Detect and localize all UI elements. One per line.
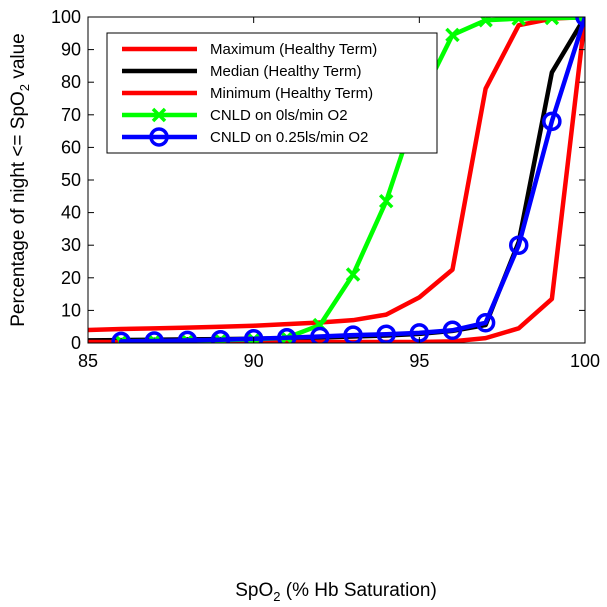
x-axis-title: SpO2 (% Hb Saturation)	[235, 580, 437, 604]
legend-entry-4: CNLD on 0.25ls/min O2	[122, 127, 368, 147]
legend-label: CNLD on 0ls/min O2	[210, 107, 348, 124]
data-point	[478, 17, 493, 28]
series-0	[88, 17, 585, 333]
x-tick-label: 100	[570, 351, 600, 371]
legend-marker	[151, 107, 167, 123]
legend-entry-3: CNLD on 0ls/min O2	[122, 107, 348, 124]
data-point	[577, 17, 585, 25]
x-tick-label: 85	[78, 351, 98, 371]
legend-label: Median (Healthy Term)	[210, 63, 361, 80]
data-point	[177, 330, 198, 343]
y-tick-label: 30	[61, 235, 81, 255]
data-point	[345, 267, 361, 282]
axis-title-part: SpO	[8, 91, 29, 129]
legend: Maximum (Healthy Term) Median (Healthy Te…	[106, 32, 438, 154]
axis-title-part: SpO	[235, 580, 273, 601]
data-point	[475, 313, 496, 333]
data-point	[277, 328, 297, 343]
legend-label: CNLD on 0.25ls/min O2	[210, 129, 368, 146]
axis-title-part: value	[8, 33, 29, 84]
y-tick-label: 50	[61, 170, 81, 190]
axis-title-part: Percentage of night <=	[8, 129, 29, 327]
legend-entry-0: Maximum (Healthy Term)	[122, 41, 377, 58]
y-tick-label: 20	[61, 268, 81, 288]
y-tick-label: 10	[61, 300, 81, 320]
series-line-0	[88, 17, 585, 333]
y-tick-label: 90	[61, 40, 81, 60]
y-tick-label: 60	[61, 137, 81, 157]
data-point	[310, 326, 330, 343]
data-point	[376, 324, 396, 343]
data-point	[442, 320, 463, 341]
y-axis-title: Percentage of night <= SpO2 value	[8, 33, 32, 327]
y-tick-label: 70	[61, 105, 81, 125]
data-point	[511, 17, 526, 26]
legend-entry-1: Median (Healthy Term)	[122, 63, 361, 80]
data-point	[210, 329, 231, 343]
y-tick-label: 0	[71, 333, 81, 353]
series-line-4	[118, 17, 585, 343]
legend-entry-2: Minimum (Healthy Term)	[122, 85, 373, 102]
data-point	[445, 27, 460, 43]
y-tick-label: 100	[51, 7, 81, 27]
legend-label: Maximum (Healthy Term)	[210, 41, 377, 58]
x-tick-label: 95	[409, 351, 429, 371]
axes-layer: 85 90 95 100 0 10 20 30 40 50 60 70 80 90 100	[51, 7, 600, 371]
data-point	[508, 235, 529, 255]
legend-marker	[149, 127, 169, 147]
axis-title-part: (% Hb Saturation)	[280, 580, 436, 601]
axis-title-subscript: 2	[17, 84, 32, 91]
data-point	[144, 331, 165, 343]
data-point	[343, 325, 363, 343]
data-point	[378, 193, 394, 209]
y-tick-label: 80	[61, 72, 81, 92]
series-4	[111, 17, 585, 343]
data-point	[542, 111, 562, 132]
x-tick-label: 90	[244, 351, 264, 371]
y-tick-label: 40	[61, 203, 81, 223]
data-point	[111, 331, 131, 343]
legend-label: Minimum (Healthy Term)	[210, 85, 373, 102]
data-point	[544, 17, 560, 26]
axis-title-subscript: 2	[273, 589, 280, 604]
data-point	[243, 329, 264, 343]
